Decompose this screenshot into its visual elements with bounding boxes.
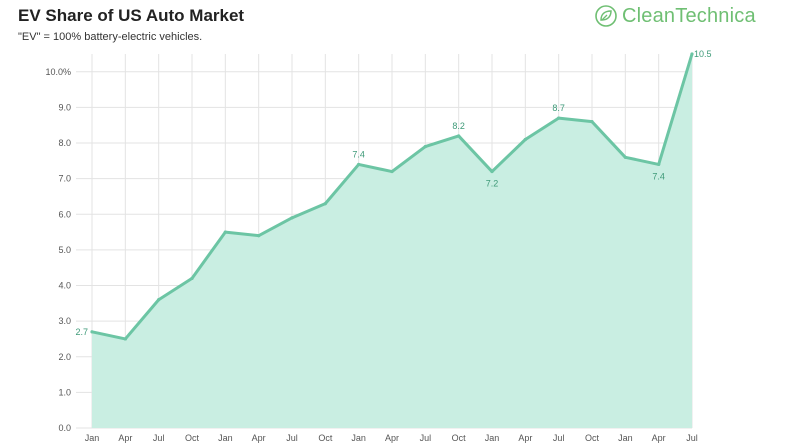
y-tick-label: 5.0 bbox=[58, 245, 71, 255]
series-line-segment bbox=[190, 230, 227, 280]
chart-subtitle: "EV" = 100% battery-electric vehicles. bbox=[18, 31, 203, 43]
x-tick-label: Apr bbox=[385, 433, 399, 443]
y-tick-label: 2.0 bbox=[58, 352, 71, 362]
data-point bbox=[390, 169, 394, 174]
logo-text: CleanTechnica bbox=[622, 5, 756, 28]
data-point bbox=[190, 276, 194, 280]
x-tick-label: Apr bbox=[518, 433, 532, 443]
data-point bbox=[623, 155, 627, 159]
data-point bbox=[423, 145, 427, 149]
data-point bbox=[123, 337, 127, 341]
y-tick-label: 6.0 bbox=[58, 209, 71, 219]
logo-text-clean: Clean bbox=[622, 4, 676, 27]
data-point bbox=[557, 116, 561, 120]
data-point bbox=[690, 52, 694, 56]
data-point bbox=[657, 162, 661, 167]
x-tick-label: Jul bbox=[686, 433, 698, 443]
y-tick-label: 4.0 bbox=[58, 281, 71, 291]
data-label: 8.7 bbox=[552, 103, 565, 113]
series-line-segment bbox=[490, 137, 527, 174]
y-tick-label: 8.0 bbox=[58, 138, 71, 148]
data-label: 7.2 bbox=[486, 179, 499, 189]
x-tick-label: Apr bbox=[652, 433, 666, 443]
data-point bbox=[257, 234, 261, 238]
data-point bbox=[457, 134, 461, 138]
x-tick-label: Jan bbox=[485, 433, 500, 443]
series-line-segment bbox=[590, 120, 627, 159]
y-tick-label: 9.0 bbox=[58, 102, 71, 112]
data-point bbox=[523, 137, 527, 142]
series-line-segment bbox=[290, 202, 327, 220]
x-tick-label: Jan bbox=[618, 433, 633, 443]
series-line-segment bbox=[357, 162, 394, 174]
series-line-segment bbox=[390, 145, 427, 174]
x-tick-label: Oct bbox=[185, 433, 200, 443]
x-tick-label: Oct bbox=[452, 433, 467, 443]
x-tick-label: Jan bbox=[218, 433, 233, 443]
y-tick-label: 0.0 bbox=[58, 423, 71, 433]
x-tick-label: Jul bbox=[420, 433, 432, 443]
series-line-segment bbox=[557, 116, 594, 124]
series-line-segment bbox=[523, 116, 561, 141]
x-tick-label: Jul bbox=[153, 433, 165, 443]
series-line-segment bbox=[423, 134, 461, 149]
x-tick-label: Oct bbox=[585, 433, 600, 443]
series-line-segment bbox=[623, 155, 661, 166]
series-line-segment bbox=[257, 216, 294, 238]
data-label: 7.4 bbox=[352, 149, 365, 159]
data-point bbox=[157, 298, 161, 302]
chart-title: EV Share of US Auto Market bbox=[18, 6, 245, 25]
data-point bbox=[357, 162, 361, 167]
series-line-segment bbox=[323, 162, 361, 206]
data-label: 2.7 bbox=[75, 327, 88, 337]
data-label: 7.4 bbox=[652, 171, 665, 181]
area-fill bbox=[92, 54, 692, 428]
data-label: 8.2 bbox=[452, 121, 465, 131]
series-line-segment bbox=[90, 330, 127, 341]
x-tick-label: Jan bbox=[85, 433, 100, 443]
x-tick-label: Jan bbox=[351, 433, 366, 443]
x-tick-label: Jul bbox=[286, 433, 298, 443]
cleantechnica-logo: CleanTechnica bbox=[594, 4, 756, 28]
series-line-segment bbox=[657, 52, 694, 166]
x-tick-label: Apr bbox=[118, 433, 132, 443]
data-point bbox=[290, 216, 294, 220]
data-point bbox=[590, 120, 594, 124]
leaf-plug-icon bbox=[595, 5, 617, 27]
data-point bbox=[323, 202, 327, 206]
y-tick-label: 3.0 bbox=[58, 316, 71, 326]
series-line-segment bbox=[123, 298, 161, 341]
data-label: 10.5 bbox=[694, 49, 712, 59]
x-tick-label: Jul bbox=[553, 433, 565, 443]
series-line-segment bbox=[223, 230, 261, 238]
y-tick-label: 7.0 bbox=[58, 174, 71, 184]
series-line-segment bbox=[157, 276, 194, 302]
y-tick-label: 1.0 bbox=[58, 387, 71, 397]
data-point bbox=[90, 330, 94, 334]
series-line-segment bbox=[457, 134, 494, 174]
x-tick-label: Apr bbox=[252, 433, 266, 443]
x-tick-label: Oct bbox=[318, 433, 333, 443]
logo-text-technica: Technica bbox=[675, 4, 756, 27]
y-tick-label: 10.0% bbox=[45, 67, 71, 77]
data-point bbox=[223, 230, 227, 234]
data-point bbox=[490, 169, 494, 174]
